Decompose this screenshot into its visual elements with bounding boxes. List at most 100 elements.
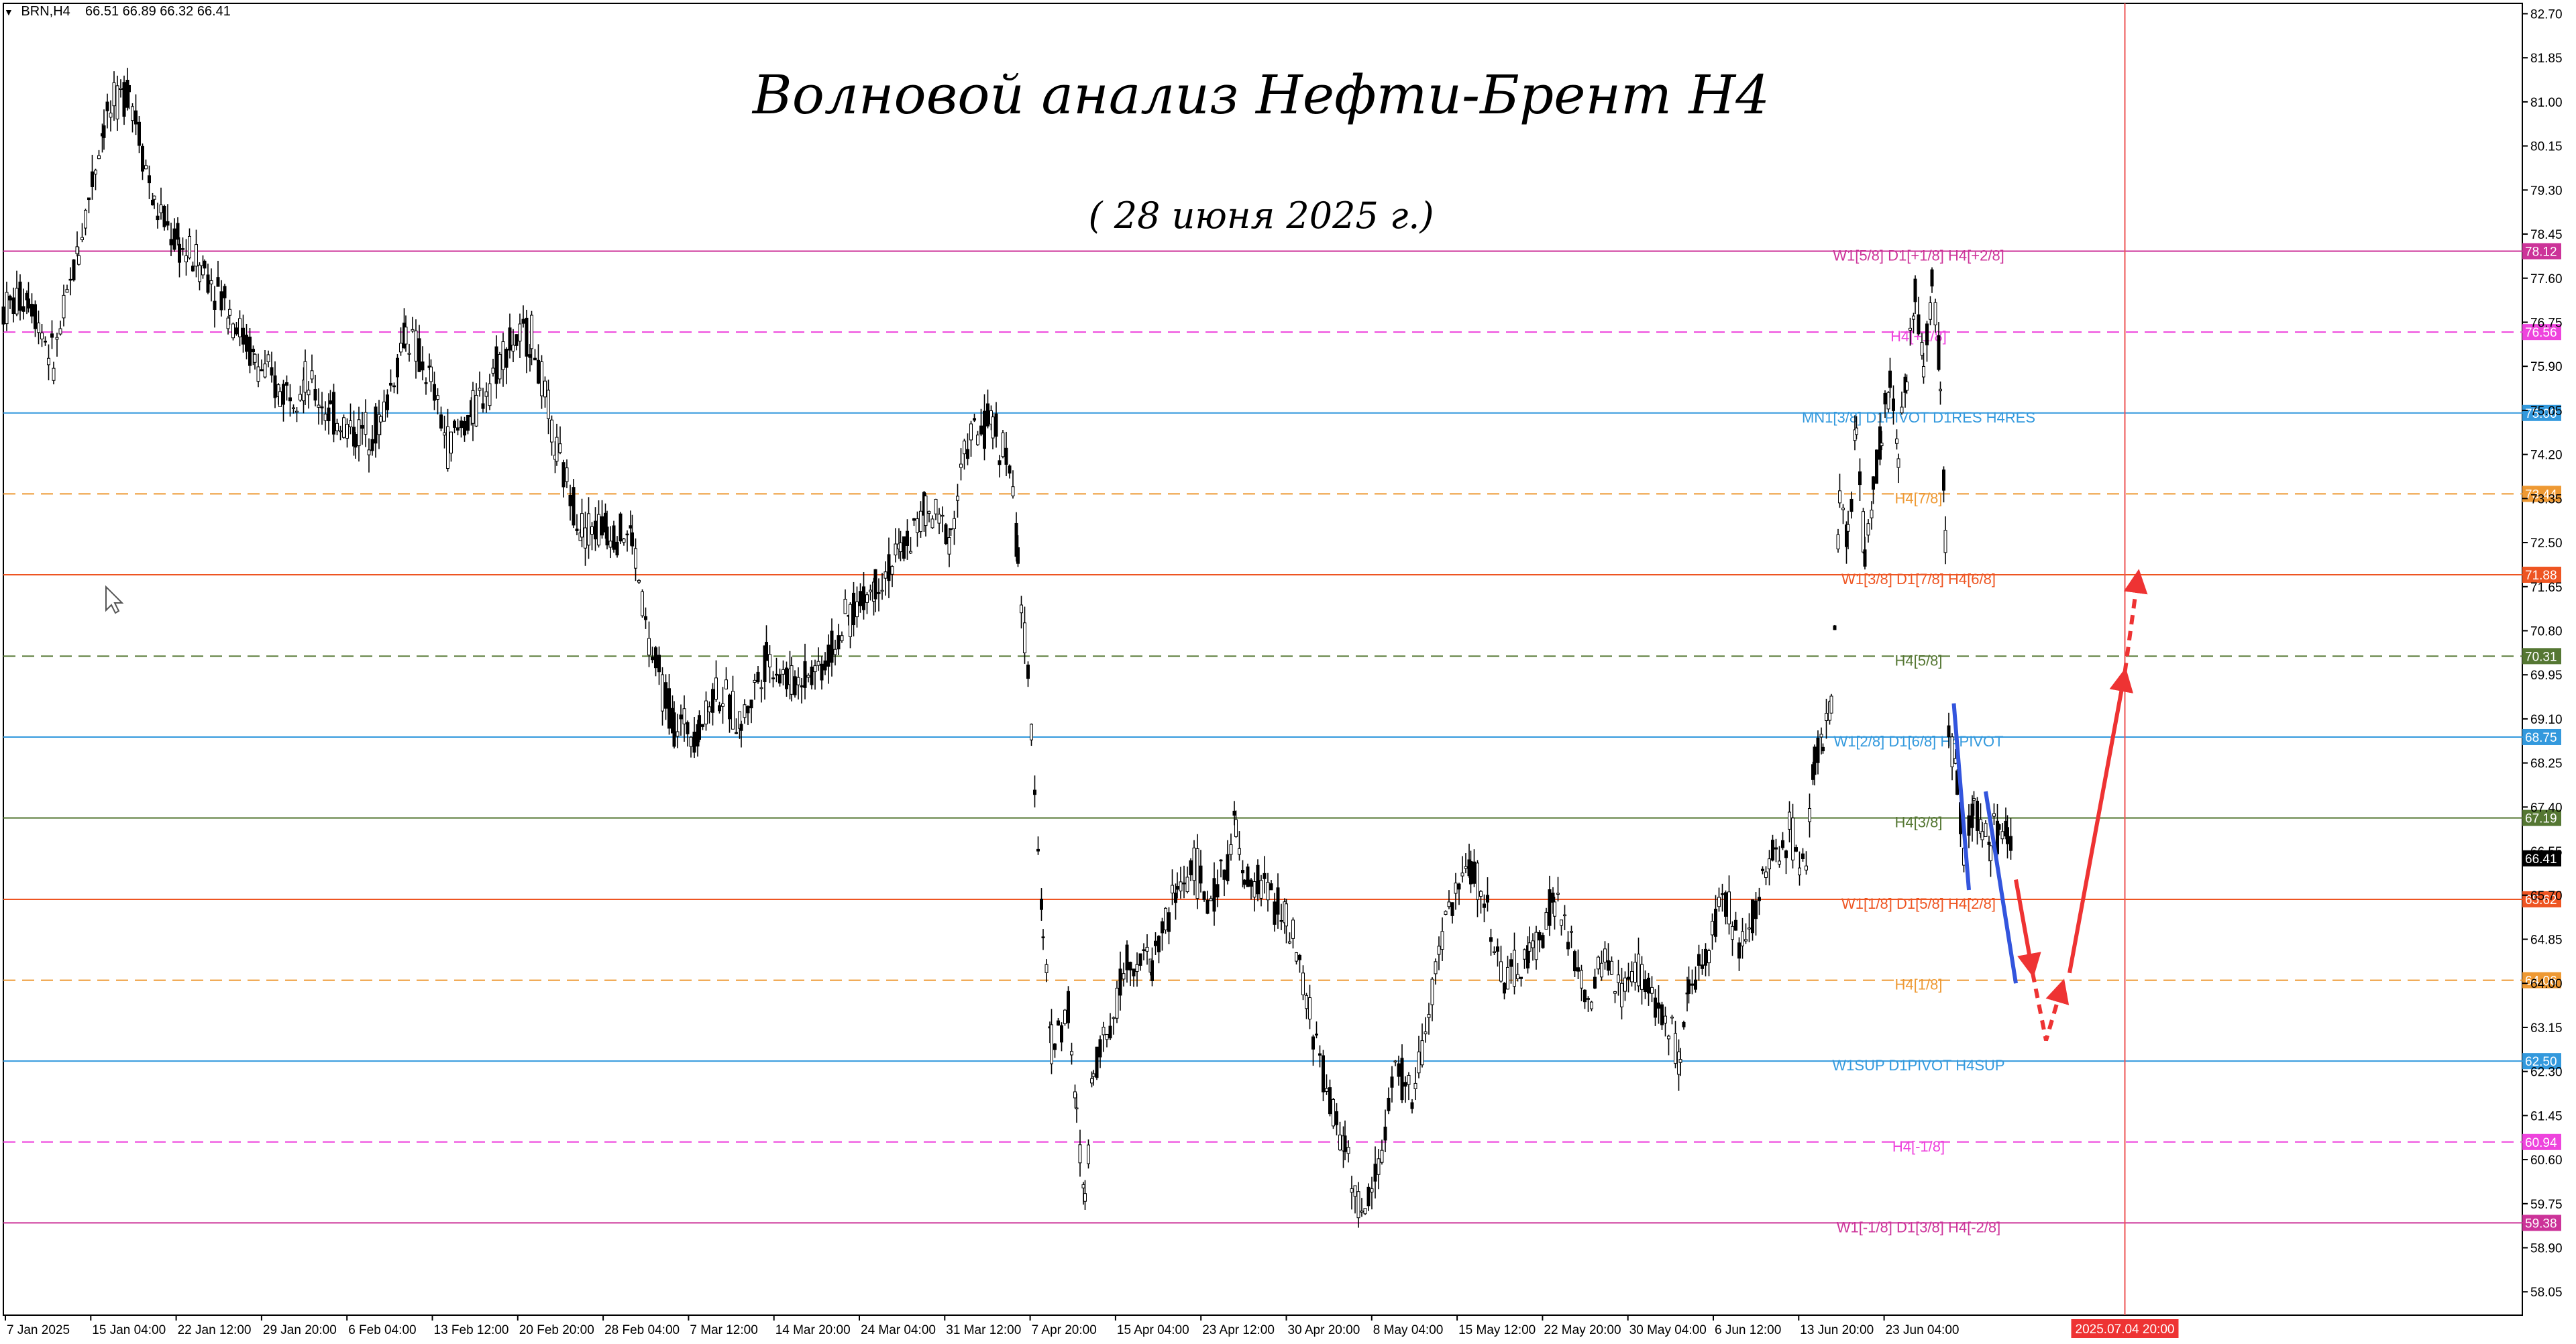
candle-body <box>654 647 657 669</box>
candle-body <box>575 528 579 532</box>
candle-body <box>941 514 945 517</box>
level-label: H4[7/8] <box>1895 490 1943 506</box>
candle-body <box>956 496 959 501</box>
candle-body <box>1892 398 1895 411</box>
candle-body <box>768 654 771 668</box>
candle-body <box>491 368 495 374</box>
candle-body <box>528 354 532 358</box>
mouse-cursor-icon <box>105 585 124 614</box>
candle-body <box>367 449 371 455</box>
candle-body <box>273 375 277 398</box>
candle-body <box>1469 860 1472 885</box>
candle-body <box>698 715 701 740</box>
candle-body <box>317 404 321 408</box>
candle-body <box>1694 979 1697 990</box>
candle-body <box>959 463 963 468</box>
candle-body <box>1527 942 1532 952</box>
candle-body <box>1338 1134 1342 1151</box>
candle-body <box>1476 862 1479 900</box>
time-tick-label: 30 May 04:00 <box>1629 1323 1707 1337</box>
level-price-tag <box>2522 1133 2561 1150</box>
level-price-tag <box>2522 648 2561 665</box>
candle-body <box>701 724 704 727</box>
candle-body <box>329 400 332 404</box>
candle-body <box>1315 1033 1318 1035</box>
candle-body <box>119 88 123 90</box>
candle-body <box>1472 861 1476 884</box>
candle-body <box>94 170 97 175</box>
time-tick-label: 7 Apr 20:00 <box>1032 1323 1097 1337</box>
candle-body <box>840 635 844 641</box>
price-tick-label: 70.80 <box>2530 624 2563 638</box>
candle-body <box>188 235 191 259</box>
chart-subtitle: ( 28 июня 2025 г.) <box>1088 194 1434 237</box>
candle-body <box>1288 941 1291 944</box>
candle-body <box>1929 302 1932 320</box>
candle-body <box>852 592 855 626</box>
candle-body <box>1192 847 1196 881</box>
candle-body <box>724 679 728 689</box>
candle-body <box>1821 746 1825 752</box>
candle-body <box>1657 1002 1660 1009</box>
candle-body <box>335 423 339 431</box>
candle-body <box>1989 845 1992 861</box>
candle-body <box>1008 465 1012 474</box>
candle-body <box>1060 1025 1063 1043</box>
candle-body <box>1457 883 1461 890</box>
candle-body <box>1070 1051 1073 1056</box>
candle-body <box>191 266 195 272</box>
candle-body <box>590 526 594 535</box>
candle-body <box>1937 335 1941 370</box>
candle-body <box>1593 976 1597 989</box>
candle-body <box>1171 885 1174 894</box>
candle-body <box>206 274 210 293</box>
candle-body <box>1858 471 1862 486</box>
dropdown-triangle-icon[interactable]: ▼ <box>4 7 13 17</box>
candle-body <box>790 665 794 695</box>
candle-body <box>1417 1052 1421 1074</box>
candle-body <box>746 706 750 714</box>
candle-body <box>349 420 352 428</box>
candle-body <box>1420 1040 1424 1066</box>
candle-body <box>1350 1188 1354 1193</box>
candle-body <box>919 510 922 533</box>
time-tick-label: 23 Apr 12:00 <box>1202 1323 1275 1337</box>
candle-body <box>1377 1158 1381 1175</box>
candle-body <box>219 291 223 311</box>
candle-body <box>1493 951 1496 953</box>
candle-body <box>1654 997 1657 1018</box>
candle-body <box>1132 968 1136 976</box>
candle-body <box>389 382 392 386</box>
candle-body <box>307 390 311 396</box>
candle-body <box>433 384 436 401</box>
candle-body <box>1930 269 1934 287</box>
candle-body <box>1551 892 1555 903</box>
candle-body <box>203 260 207 269</box>
candle-body <box>902 536 906 559</box>
candle-body <box>169 239 173 245</box>
candle-body <box>1373 1164 1377 1182</box>
wave-markup-layer <box>1951 569 2148 1042</box>
candle-body <box>973 418 976 421</box>
candle-body <box>1298 954 1301 960</box>
candle-body <box>1836 534 1840 550</box>
candle-body <box>1128 962 1132 970</box>
candle-body <box>34 304 37 329</box>
candle-body <box>1363 1208 1367 1215</box>
candle-body <box>1050 1024 1053 1064</box>
candle-body <box>2006 827 2009 844</box>
price-tick-label: 81.85 <box>2530 52 2563 66</box>
level-label: H4[5/8] <box>1895 652 1943 669</box>
candle-body <box>743 704 747 718</box>
candle-body <box>518 323 522 342</box>
candle-body <box>934 499 938 514</box>
candle-body <box>759 687 763 689</box>
candle-body <box>248 336 252 366</box>
candle-body <box>1266 881 1270 901</box>
candle-body <box>676 731 680 737</box>
candle-body <box>1863 549 1867 567</box>
candle-body <box>1833 625 1837 630</box>
candle-body <box>1219 859 1223 862</box>
